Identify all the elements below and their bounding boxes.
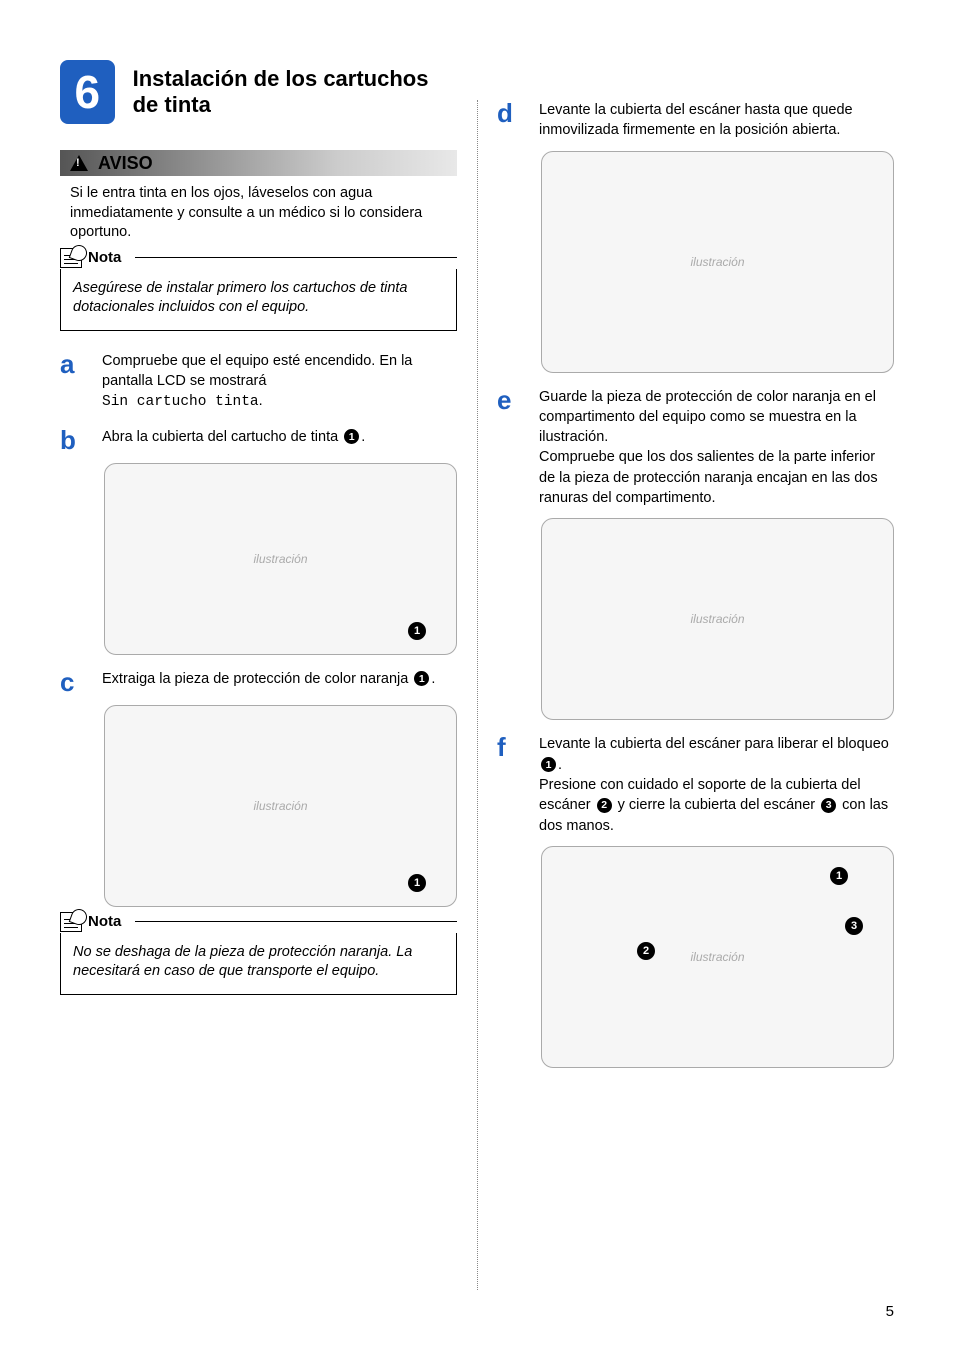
- step-f: f Levante la cubierta del escáner para l…: [497, 734, 894, 835]
- callout-1b: 1: [414, 671, 429, 686]
- figure-e-label: ilustración: [690, 612, 744, 626]
- step-f-seg1: Levante la cubierta del escáner para lib…: [539, 736, 889, 752]
- note-header: Nota: [60, 247, 457, 269]
- callout-f1: 1: [541, 757, 556, 772]
- step-letter-a: a: [60, 351, 88, 377]
- step-e: e Guarde la pieza de protección de color…: [497, 387, 894, 509]
- figure-d: ilustración: [541, 151, 894, 373]
- step-f-seg2b: y cierre la cubierta del escáner: [614, 797, 820, 813]
- note-box-2: Nota No se deshaga de la pieza de protec…: [60, 925, 457, 995]
- figure-f-callout-3: 3: [845, 917, 863, 935]
- warning-label: AVISO: [98, 153, 153, 174]
- figure-f-label: ilustración: [690, 950, 744, 964]
- right-column: d Levante la cubierta del escáner hasta …: [497, 60, 894, 1078]
- figure-c-callout-1: 1: [408, 874, 426, 892]
- callout-1: 1: [344, 429, 359, 444]
- note-rule: [135, 257, 457, 258]
- column-divider: [477, 100, 478, 1290]
- step-b-text: Abra la cubierta del cartucho de tinta 1…: [102, 427, 365, 447]
- figure-f-callout-1: 1: [830, 867, 848, 885]
- note-label-2: Nota: [88, 913, 121, 930]
- note-icon-2: [60, 912, 82, 932]
- step-b-pre: Abra la cubierta del cartucho de tinta: [102, 429, 342, 445]
- figure-c-label: ilustración: [253, 799, 307, 813]
- note-text-1: Asegúrese de instalar primero los cartuc…: [73, 279, 444, 318]
- step-a-tail: .: [259, 393, 263, 409]
- figure-b-label: ilustración: [253, 552, 307, 566]
- warning-icon: [70, 155, 88, 171]
- note-label: Nota: [88, 249, 121, 266]
- figure-d-label: ilustración: [690, 255, 744, 269]
- step-letter-b: b: [60, 427, 88, 453]
- step-c-pre: Extraiga la pieza de protección de color…: [102, 671, 412, 687]
- step-letter-d: d: [497, 100, 525, 126]
- figure-b: ilustración 1: [104, 463, 457, 655]
- figure-e: ilustración: [541, 518, 894, 720]
- figure-f-callout-2: 2: [637, 942, 655, 960]
- step-f-text: Levante la cubierta del escáner para lib…: [539, 734, 894, 835]
- section-number-badge: 6: [60, 60, 115, 124]
- left-column: 6 Instalación de los cartuchos de tinta …: [60, 60, 457, 1078]
- step-letter-f: f: [497, 734, 525, 760]
- note-icon: [60, 248, 82, 268]
- page-number: 5: [886, 1303, 894, 1320]
- step-b: b Abra la cubierta del cartucho de tinta…: [60, 427, 457, 453]
- figure-b-callout-1: 1: [408, 622, 426, 640]
- step-e-p1: Guarde la pieza de protección de color n…: [539, 389, 876, 446]
- note-text-2: No se deshaga de la pieza de protección …: [73, 943, 444, 982]
- callout-f2: 2: [597, 798, 612, 813]
- step-c: c Extraiga la pieza de protección de col…: [60, 669, 457, 695]
- section-title: Instalación de los cartuchos de tinta: [133, 66, 457, 119]
- manual-page: 6 Instalación de los cartuchos de tinta …: [0, 0, 954, 1350]
- step-f-seg1b: .: [558, 757, 562, 773]
- figure-c: ilustración 1: [104, 705, 457, 907]
- warning-text: Si le entra tinta en los ojos, láveselos…: [70, 184, 457, 243]
- step-a-line1: Compruebe que el equipo esté encendido. …: [102, 353, 412, 389]
- step-letter-e: e: [497, 387, 525, 413]
- step-a: a Compruebe que el equipo esté encendido…: [60, 351, 457, 413]
- step-letter-c: c: [60, 669, 88, 695]
- warning-banner: AVISO: [60, 150, 457, 176]
- step-d-text: Levante la cubierta del escáner hasta qu…: [539, 100, 894, 141]
- note-header-2: Nota: [60, 911, 457, 933]
- step-c-text: Extraiga la pieza de protección de color…: [102, 669, 435, 689]
- step-b-post: .: [361, 429, 365, 445]
- section-header: 6 Instalación de los cartuchos de tinta: [60, 60, 457, 124]
- callout-f3: 3: [821, 798, 836, 813]
- note-rule-2: [135, 921, 457, 922]
- note-box-1: Nota Asegúrese de instalar primero los c…: [60, 261, 457, 331]
- step-e-text: Guarde la pieza de protección de color n…: [539, 387, 894, 509]
- step-a-text: Compruebe que el equipo esté encendido. …: [102, 351, 457, 413]
- step-d: d Levante la cubierta del escáner hasta …: [497, 100, 894, 141]
- step-e-p2: Compruebe que los dos salientes de la pa…: [539, 449, 878, 506]
- step-a-lcd: Sin cartucho tinta: [102, 394, 259, 410]
- step-c-post: .: [431, 671, 435, 687]
- figure-f: ilustración 1 2 3: [541, 846, 894, 1068]
